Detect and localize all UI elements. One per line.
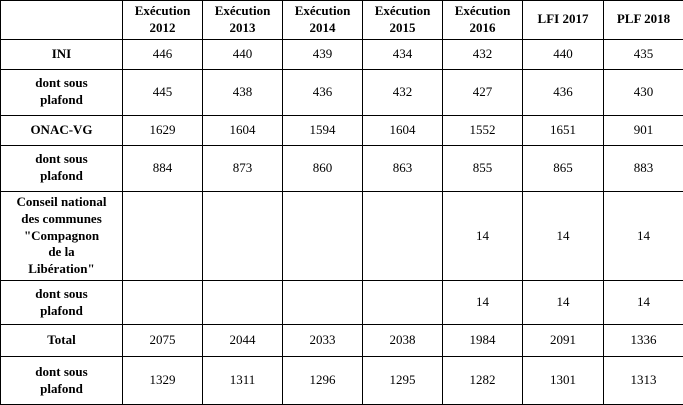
cell: 2044: [203, 325, 283, 357]
row-label: Total: [1, 325, 123, 357]
row-label: ONAC-VG: [1, 115, 123, 145]
column-header: LFI 2017: [523, 1, 604, 40]
cell: 427: [443, 69, 523, 115]
cell: 1336: [604, 325, 683, 357]
cell: 1329: [123, 357, 203, 405]
cell: 1295: [363, 357, 443, 405]
cell: [283, 281, 363, 325]
cell: [123, 191, 203, 280]
cell: 14: [523, 281, 604, 325]
cell: 865: [523, 145, 604, 191]
column-header: Exécution 2012: [123, 1, 203, 40]
cell: 14: [443, 191, 523, 280]
table-row: ONAC-VG 1629 1604 1594 1604 1552 1651 90…: [1, 115, 683, 145]
cell: 445: [123, 69, 203, 115]
cell: 1313: [604, 357, 683, 405]
column-header: Exécution 2015: [363, 1, 443, 40]
cell: 883: [604, 145, 683, 191]
cell: 1651: [523, 115, 604, 145]
cell: 440: [523, 39, 604, 69]
table-row: INI 446 440 439 434 432 440 435: [1, 39, 683, 69]
cell: [363, 281, 443, 325]
cell: 1311: [203, 357, 283, 405]
cell: 432: [443, 39, 523, 69]
column-header: Exécution 2016: [443, 1, 523, 40]
cell: 1301: [523, 357, 604, 405]
cell: 440: [203, 39, 283, 69]
cell: 2075: [123, 325, 203, 357]
cell: 2091: [523, 325, 604, 357]
cell: 435: [604, 39, 683, 69]
row-label: dont sous plafond: [1, 281, 123, 325]
cell: 860: [283, 145, 363, 191]
cell: 1604: [363, 115, 443, 145]
cell: 14: [604, 281, 683, 325]
cell: 884: [123, 145, 203, 191]
table-body: INI 446 440 439 434 432 440 435 dont sou…: [1, 39, 683, 404]
cell: 439: [283, 39, 363, 69]
cell: 14: [443, 281, 523, 325]
table-row: dont sous plafond 14 14 14: [1, 281, 683, 325]
cell: 434: [363, 39, 443, 69]
cell: 2033: [283, 325, 363, 357]
column-header: Exécution 2013: [203, 1, 283, 40]
column-header: Exécution 2014: [283, 1, 363, 40]
table-row: dont sous plafond 445 438 436 432 427 43…: [1, 69, 683, 115]
cell: 1594: [283, 115, 363, 145]
cell: 1552: [443, 115, 523, 145]
cell: [283, 191, 363, 280]
cell: 863: [363, 145, 443, 191]
cell: 14: [604, 191, 683, 280]
row-label: dont sous plafond: [1, 69, 123, 115]
cell: 873: [203, 145, 283, 191]
cell: [203, 281, 283, 325]
cell: 1604: [203, 115, 283, 145]
table-row: Conseil national des communes "Compagnon…: [1, 191, 683, 280]
cell: 446: [123, 39, 203, 69]
cell: 438: [203, 69, 283, 115]
cell: 14: [523, 191, 604, 280]
cell: 855: [443, 145, 523, 191]
cell: 1629: [123, 115, 203, 145]
row-label: dont sous plafond: [1, 357, 123, 405]
cell: [363, 191, 443, 280]
cell: 901: [604, 115, 683, 145]
cell: 2038: [363, 325, 443, 357]
table-header: Exécution 2012 Exécution 2013 Exécution …: [1, 1, 683, 40]
table-row: dont sous plafond 884 873 860 863 855 86…: [1, 145, 683, 191]
row-label: dont sous plafond: [1, 145, 123, 191]
cell: 432: [363, 69, 443, 115]
cell: 436: [523, 69, 604, 115]
row-label: Conseil national des communes "Compagnon…: [1, 191, 123, 280]
cell: 430: [604, 69, 683, 115]
cell: [203, 191, 283, 280]
corner-cell: [1, 1, 123, 40]
cell: [123, 281, 203, 325]
table-row: Total 2075 2044 2033 2038 1984 2091 1336: [1, 325, 683, 357]
cell: 1984: [443, 325, 523, 357]
cell: 1296: [283, 357, 363, 405]
header-row: Exécution 2012 Exécution 2013 Exécution …: [1, 1, 683, 40]
cell: 436: [283, 69, 363, 115]
column-header: PLF 2018: [604, 1, 683, 40]
table-row: dont sous plafond 1329 1311 1296 1295 12…: [1, 357, 683, 405]
row-label: INI: [1, 39, 123, 69]
cell: 1282: [443, 357, 523, 405]
